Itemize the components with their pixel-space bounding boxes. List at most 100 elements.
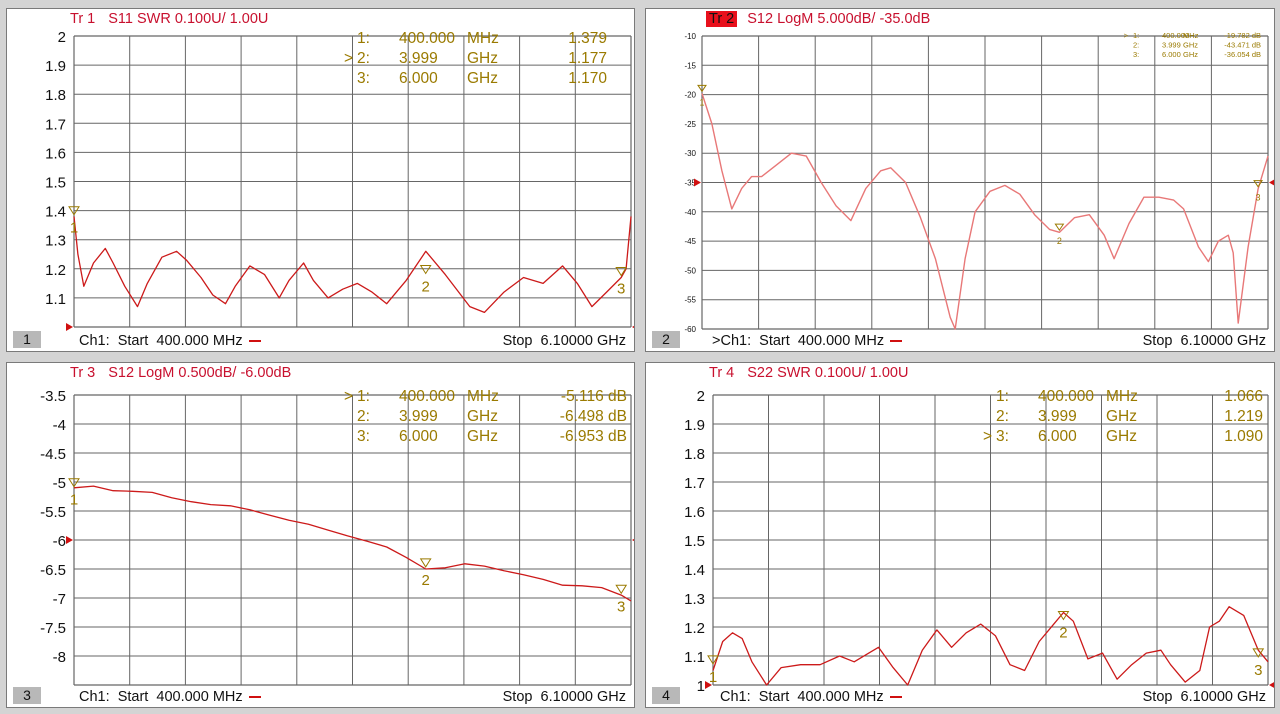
trace-label[interactable]: Tr 1 [70, 11, 96, 27]
stop-value[interactable]: 6.10000 GHz [540, 689, 626, 705]
trace-title[interactable]: Tr 1 S11 SWR 0.100U/ 1.00U [67, 11, 268, 27]
marker-label: 3 [617, 598, 625, 615]
trace-panel-1[interactable]: Tr 1 S11 SWR 0.100U/ 1.00U 2 1.9 1.8 1.7 1.6 1… [6, 8, 635, 352]
marker-value: -6.953 dB [560, 428, 627, 445]
stop-value[interactable]: 6.10000 GHz [540, 333, 626, 349]
start-value[interactable]: 400.000 MHz [156, 689, 243, 705]
marker-value: 1.177 [568, 50, 607, 67]
start-value[interactable]: 400.000 MHz [797, 333, 885, 349]
marker-frequency: 3.999 [1162, 41, 1181, 50]
y-tick-label: -3.5 [40, 388, 66, 405]
start-label: Start [117, 333, 149, 349]
measurement-label: S11 SWR 0.100U/ 1.00U [108, 11, 269, 27]
y-tick-label: -4 [53, 417, 66, 434]
marker-frequency: 400.000 [1162, 31, 1189, 40]
stop-value[interactable]: 6.10000 GHz [1180, 333, 1266, 349]
marker-id: 3: [1133, 50, 1139, 59]
marker-active-indicator: > [983, 428, 992, 445]
y-tick-label: -7 [53, 591, 66, 608]
panel-number[interactable]: 2 [652, 331, 680, 348]
panel-number[interactable]: 4 [652, 687, 680, 704]
y-tick-label: 1 [697, 678, 705, 695]
y-tick-label: 1.4 [45, 204, 66, 221]
marker-frequency: 400.000 [1038, 388, 1094, 405]
y-tick-label: 1.8 [45, 87, 66, 104]
reference-right-icon [632, 325, 634, 329]
y-tick-label: 2 [697, 388, 705, 405]
dash-icon [248, 340, 261, 343]
marker-id: 1: [357, 388, 370, 405]
y-tick-label: -30 [684, 149, 696, 158]
start-label: Start [759, 333, 790, 349]
marker-unit: GHz [1106, 428, 1137, 445]
measurement-label: S12 LogM 5.000dB/ -35.0dB [747, 11, 931, 27]
marker-frequency: 6.000 [399, 428, 438, 445]
marker-label: 1 [70, 492, 78, 509]
marker-id: 1: [1133, 31, 1139, 40]
y-tick-label: 1.2 [684, 620, 705, 637]
y-tick-label: -5.5 [40, 504, 66, 521]
y-tick-label: 1.9 [45, 58, 66, 75]
y-tick-label: -25 [684, 120, 696, 129]
marker-triangle-icon [68, 206, 80, 216]
y-tick-label: -55 [684, 296, 696, 305]
y-tick-label: 1.3 [684, 591, 705, 608]
trace-title[interactable]: Tr 2 S12 LogM 5.000dB/ -35.0dB [706, 11, 930, 27]
stop-footer: Stop 6.10000 GHz [503, 689, 626, 705]
marker-unit: MHz [1183, 31, 1199, 40]
y-tick-label: 1.6 [45, 145, 66, 162]
trace-label[interactable]: Tr 3 [70, 365, 96, 381]
marker-frequency: 400.000 [399, 388, 455, 405]
y-tick-label: -50 [684, 266, 696, 275]
y-tick-label: 1.9 [684, 417, 705, 434]
dash-icon [889, 696, 902, 699]
measurement-label: S22 SWR 0.100U/ 1.00U [747, 365, 909, 381]
start-value[interactable]: 400.000 MHz [156, 333, 243, 349]
reference-left-icon [705, 681, 712, 689]
chart-plot-3[interactable]: -3.5 -4 -4.5 -5 -5.5 -6 -6.5 -7 -7.5 -8 1 2 3 > 1: 400.… [7, 363, 635, 708]
y-tick-label: 1.7 [45, 116, 66, 133]
reference-left-icon [66, 536, 73, 544]
marker-id: 2: [357, 408, 370, 425]
marker-value: -43.471 dB [1224, 41, 1261, 50]
trace-panel-2[interactable]: Tr 2 S12 LogM 5.000dB/ -35.0dB -10 -15 -20-… [645, 8, 1275, 352]
y-tick-label: -10 [684, 32, 696, 41]
chart-plot-2[interactable]: -10 -15 -20 -25 -30 -35 -40 -45 -50 -55 -60 1 2 3 > 1: 4… [646, 9, 1275, 352]
marker-label: 1 [709, 669, 717, 686]
y-tick-label: -60 [684, 325, 696, 334]
marker-value: -5.116 dB [561, 388, 627, 405]
marker-frequency: 3.999 [399, 50, 438, 67]
trace-line [712, 606, 1269, 686]
trace-label[interactable]: Tr 4 [709, 365, 735, 381]
channel-footer: Ch1: Start 400.000 MHz [79, 689, 261, 705]
measurement-label: S12 LogM 0.500dB/ -6.00dB [108, 365, 292, 381]
trace-panel-4[interactable]: Tr 4 S22 SWR 0.100U/ 1.00U 2 1.9 1.8 1.7 1.6 1… [645, 362, 1275, 708]
stop-value[interactable]: 6.10000 GHz [1180, 689, 1266, 705]
chart-plot-1[interactable]: 2 1.9 1.8 1.7 1.6 1.5 1.4 1.3 1.2 1.1 1 2 3 1: 400.000… [7, 9, 635, 352]
trace-line [701, 93, 1269, 330]
start-value[interactable]: 400.000 MHz [797, 689, 884, 705]
marker-unit: GHz [1183, 41, 1198, 50]
marker-frequency: 3.999 [399, 408, 438, 425]
panel-number[interactable]: 1 [13, 331, 41, 348]
marker-label: 3 [617, 281, 625, 298]
marker-unit: GHz [1106, 408, 1137, 425]
y-tick-label: 1.1 [45, 291, 66, 308]
stop-label: Stop [1142, 689, 1173, 705]
trace-title[interactable]: Tr 3 S12 LogM 0.500dB/ -6.00dB [67, 365, 291, 381]
y-tick-label: -4.5 [40, 446, 66, 463]
marker-label: 1 [70, 220, 78, 237]
trace-title[interactable]: Tr 4 S22 SWR 0.100U/ 1.00U [706, 365, 908, 381]
trace-panel-3[interactable]: Tr 3 S12 LogM 0.500dB/ -6.00dB -3.5 -4 -4.5… [6, 362, 635, 708]
marker-label: 2 [1057, 236, 1062, 246]
y-tick-label: -35 [684, 179, 696, 188]
marker-label: 2 [422, 278, 430, 295]
marker-triangle-icon [419, 264, 432, 275]
panel-number[interactable]: 3 [13, 687, 41, 704]
reference-left-icon [694, 178, 701, 187]
trace-label[interactable]: Tr 2 [706, 11, 738, 27]
stop-footer: Stop 6.10000 GHz [1143, 689, 1266, 705]
marker-unit: MHz [467, 388, 499, 405]
marker-value: -6.498 dB [560, 408, 627, 425]
